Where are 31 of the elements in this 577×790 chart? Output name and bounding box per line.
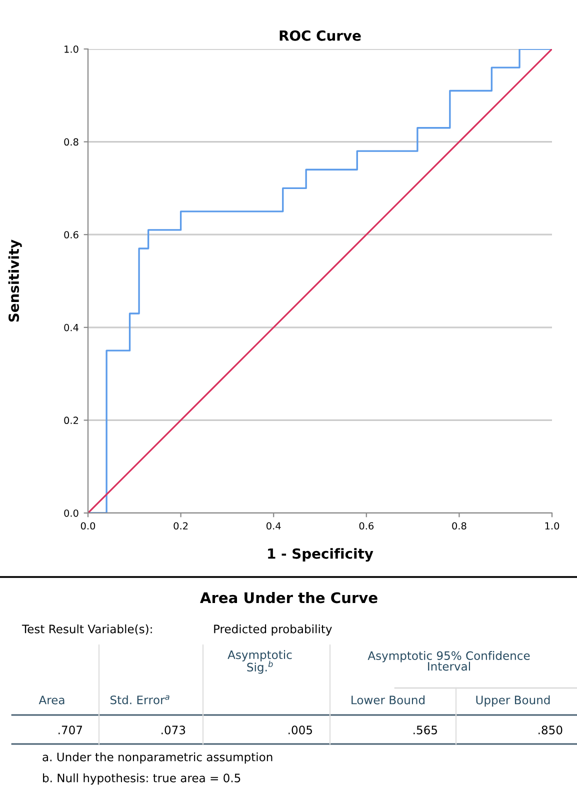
x-tick-label: 0.2 [174, 522, 188, 530]
x-tick-label: 0.6 [359, 522, 374, 530]
y-tick-label: 1.0 [64, 45, 78, 53]
text: .850 [538, 726, 562, 734]
text: Predicted probability [214, 624, 332, 636]
text: b. Null hypothesis: true area = 0.5 [43, 773, 240, 785]
y-tick-label: 0.0 [64, 509, 78, 517]
y-tick-label: 0.4 [64, 324, 78, 332]
x-axis-title: 1 - Specificity [268, 548, 374, 562]
x-tick-label: 0.4 [266, 522, 281, 530]
text: .073 [162, 726, 186, 734]
y-axis-title: Sensitivity [8, 240, 22, 322]
text: .565 [414, 726, 437, 734]
text: Asymptotic Sig.$^{b}$ [228, 650, 292, 674]
text: .707 [58, 726, 82, 734]
text: Upper Bound [476, 695, 550, 707]
y-tick-label: 0.8 [64, 138, 78, 146]
text: Lower Bound [352, 695, 424, 704]
chart-title: ROC Curve [280, 30, 361, 41]
text: .005 [288, 726, 312, 734]
text: Asymptotic 95% Confidence Interval [368, 651, 530, 671]
text: Area [38, 696, 64, 704]
text: Area Under the Curve [200, 592, 378, 604]
text: Std. Error$^{a}$ [110, 695, 170, 704]
x-tick-label: 1.0 [545, 522, 560, 530]
y-tick-label: 0.2 [64, 416, 78, 424]
text: Test Result Variable(s): [22, 624, 152, 635]
y-tick-label: 0.6 [64, 231, 78, 238]
x-tick-label: 0.8 [452, 522, 466, 530]
text: a. Under the nonparametric assumption [42, 752, 272, 764]
x-tick-label: 0.0 [80, 522, 96, 530]
